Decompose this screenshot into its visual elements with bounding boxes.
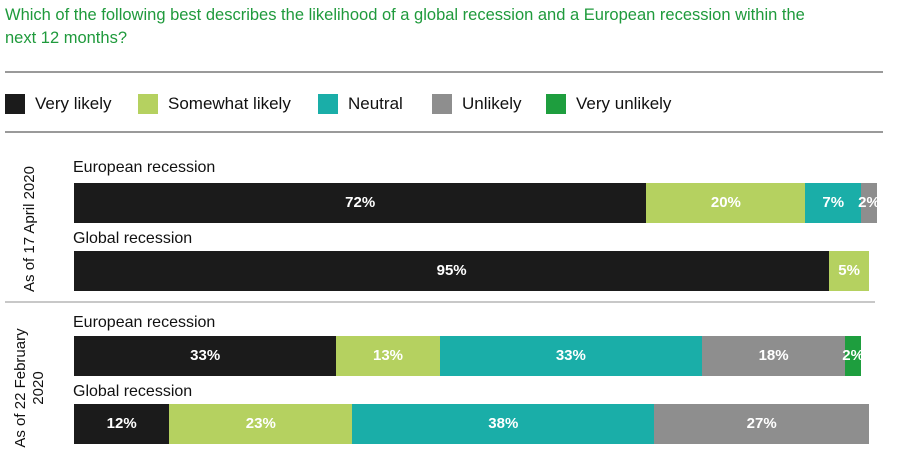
data-label: 5% bbox=[838, 262, 860, 279]
bar-segment-neutral bbox=[352, 404, 655, 444]
legend-swatch bbox=[546, 94, 566, 114]
data-label: 33% bbox=[190, 347, 221, 364]
data-label: 18% bbox=[758, 347, 789, 364]
data-label: 27% bbox=[746, 415, 777, 432]
group-separator bbox=[5, 301, 875, 303]
legend-top-rule bbox=[5, 71, 883, 73]
legend-bottom-rule bbox=[5, 131, 883, 133]
legend-label: Somewhat likely bbox=[168, 94, 291, 113]
data-label: 7% bbox=[822, 194, 845, 211]
bar-segment-somewhat-likely bbox=[646, 183, 806, 223]
legend-label: Neutral bbox=[348, 94, 403, 113]
row-label-february-european: European recession bbox=[73, 314, 216, 331]
data-label: 95% bbox=[436, 262, 467, 279]
row-label-february-global: Global recession bbox=[73, 383, 193, 400]
legend-label: Very unlikely bbox=[576, 94, 672, 113]
data-label: 13% bbox=[373, 347, 404, 364]
legend-label: Very likely bbox=[35, 94, 112, 113]
bar-segment-very-likely bbox=[74, 251, 830, 291]
row-label-april-european: European recession bbox=[73, 159, 216, 176]
legend-swatch bbox=[5, 94, 25, 114]
bar-segment-unlikely bbox=[702, 336, 846, 376]
bar-segment-unlikely bbox=[654, 404, 869, 444]
bar-segment-unlikely bbox=[861, 183, 877, 223]
data-label: 72% bbox=[345, 194, 376, 211]
legend-label: Unlikely bbox=[462, 94, 522, 113]
data-label: 2% bbox=[858, 194, 880, 211]
chart-title: Which of the following best describes th… bbox=[5, 6, 805, 47]
legend-swatch bbox=[432, 94, 452, 114]
row-label-april-global: Global recession bbox=[73, 230, 193, 247]
data-label: 2% bbox=[842, 347, 864, 364]
data-label: 38% bbox=[488, 415, 519, 432]
bar-segment-very-likely bbox=[74, 183, 647, 223]
group-label-april: As of 17 April 2020 bbox=[21, 166, 38, 292]
data-label: 23% bbox=[245, 415, 276, 432]
legend-swatch bbox=[138, 94, 158, 114]
bar-segment-very-likely bbox=[74, 336, 337, 376]
group-label-february: As of 22 February 2020 bbox=[12, 328, 47, 448]
bar-segment-somewhat-likely bbox=[829, 251, 869, 291]
data-label: 33% bbox=[555, 347, 586, 364]
bar-segment-somewhat-likely bbox=[169, 404, 353, 444]
data-label: 20% bbox=[710, 194, 741, 211]
legend-swatch bbox=[318, 94, 338, 114]
data-label: 12% bbox=[106, 415, 137, 432]
bar-segment-neutral bbox=[805, 183, 862, 223]
bar-segment-very-unlikely bbox=[845, 336, 862, 376]
bar-segment-somewhat-likely bbox=[336, 336, 440, 376]
bar-segment-very-likely bbox=[74, 404, 170, 444]
bar-segment-neutral bbox=[439, 336, 703, 376]
